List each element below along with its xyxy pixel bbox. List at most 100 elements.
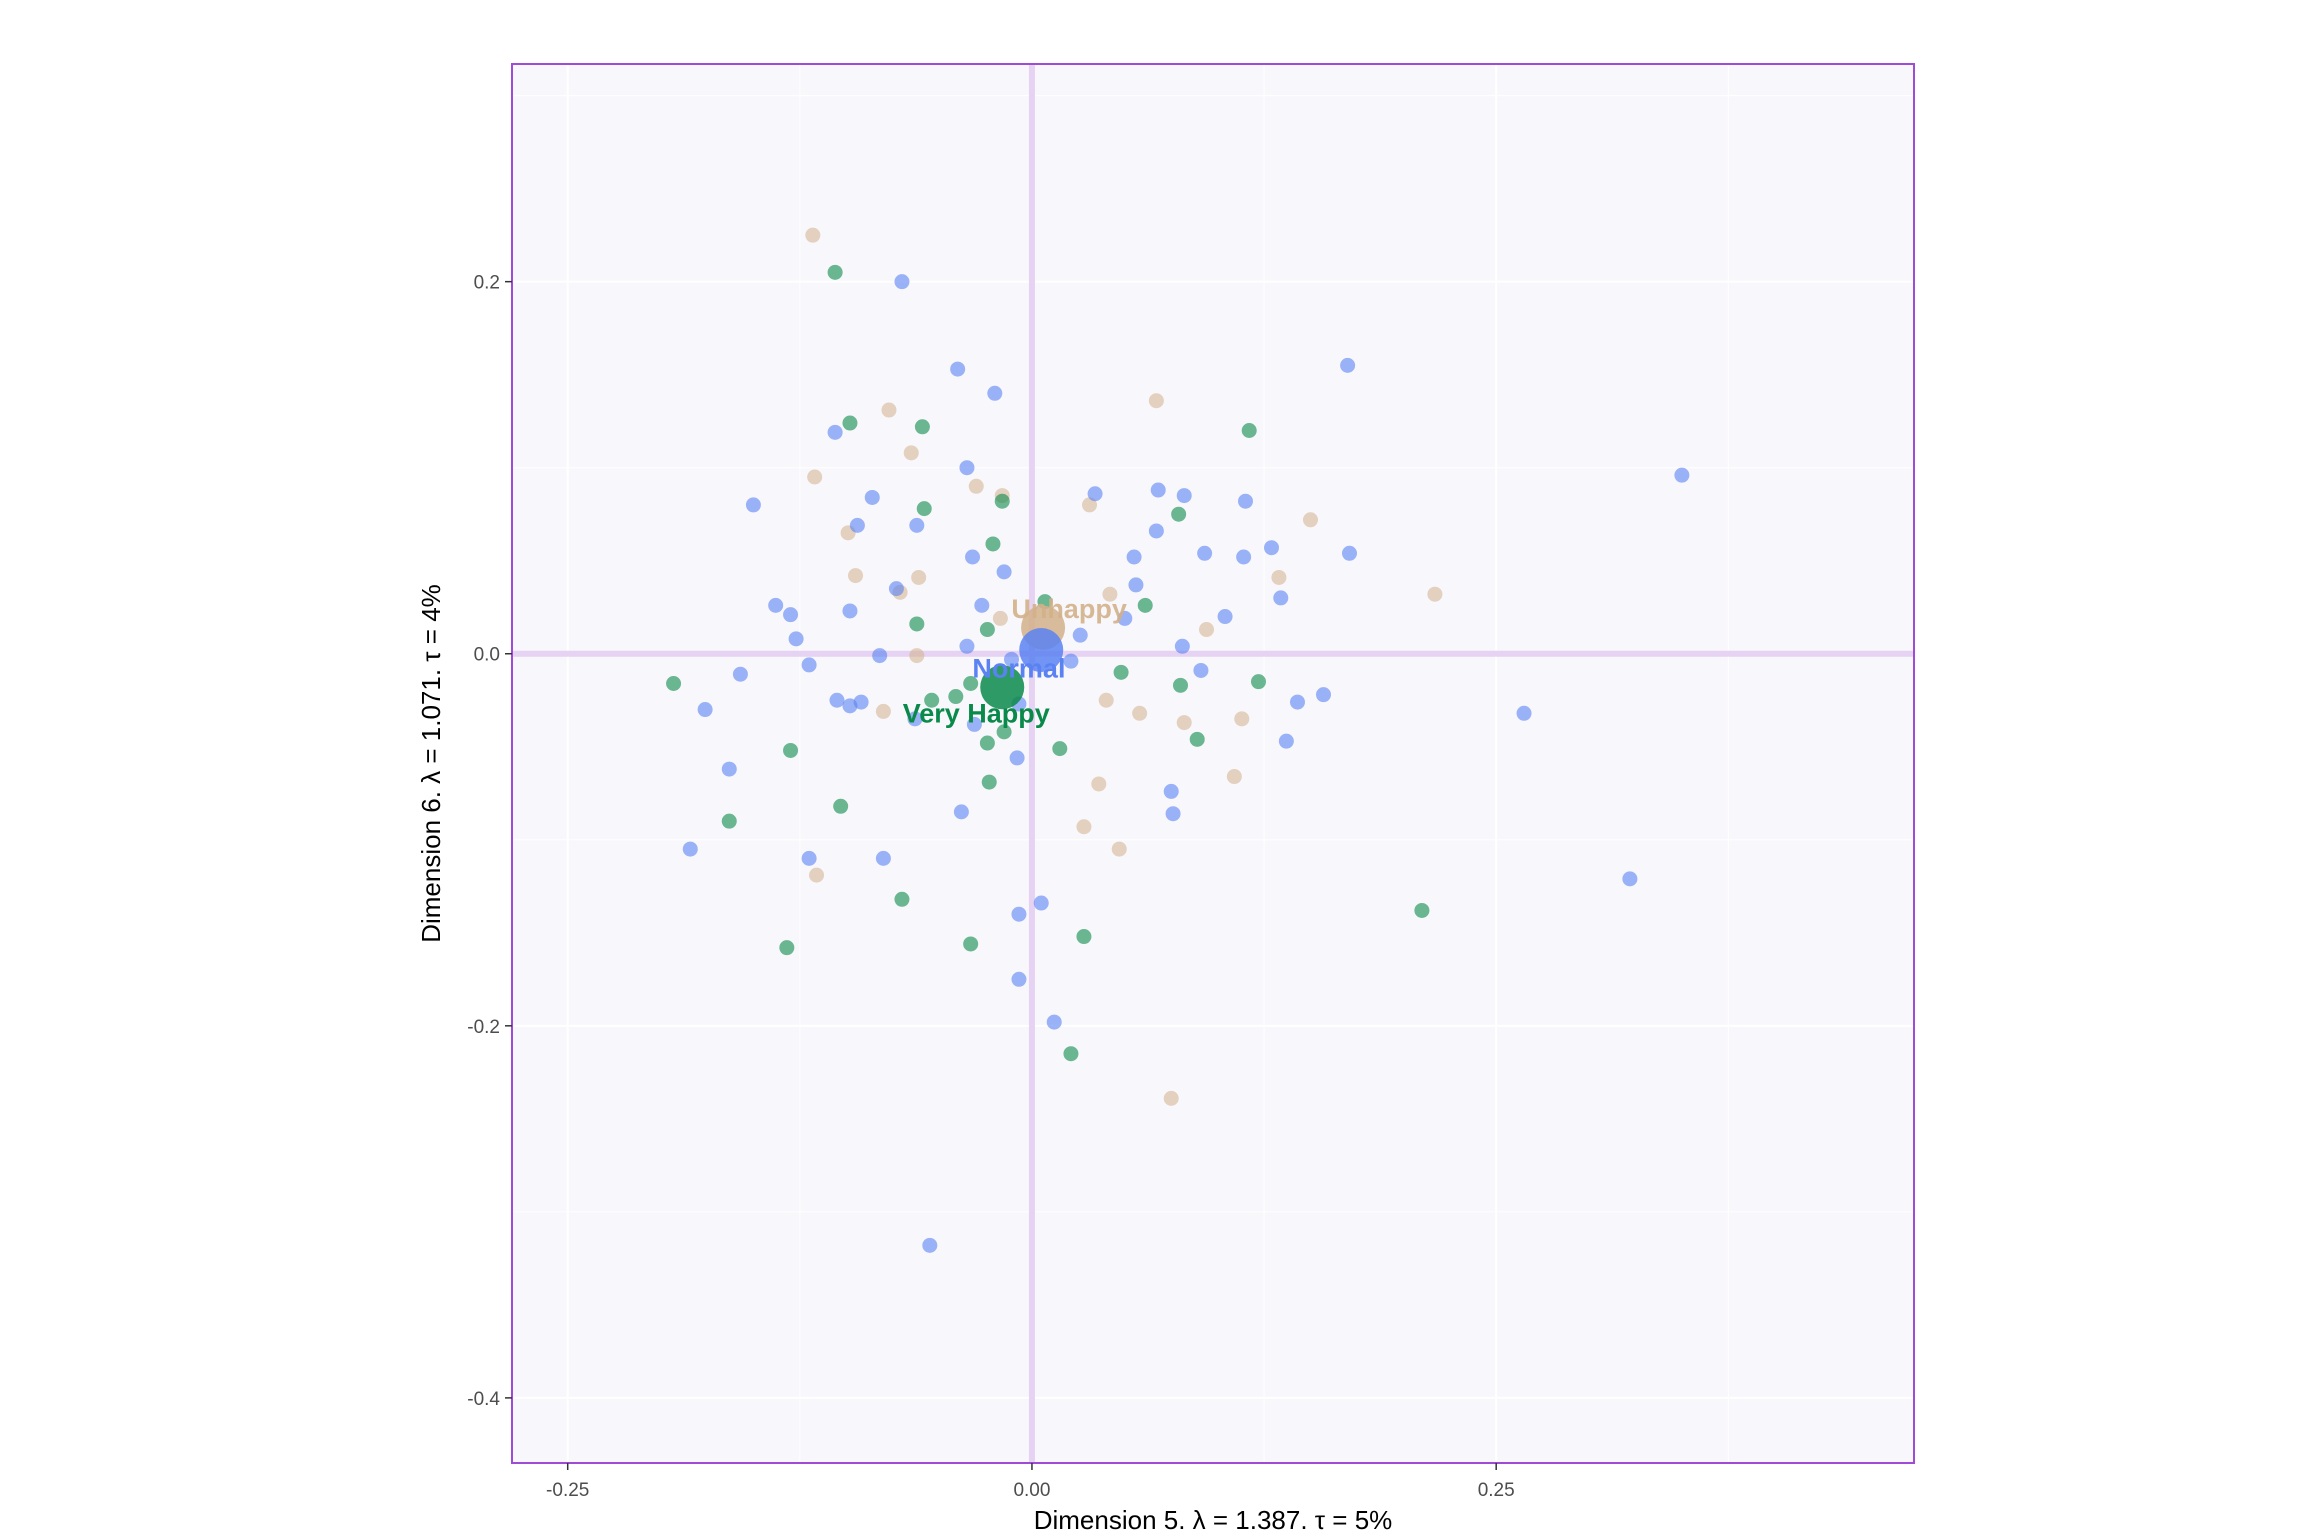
normal-point	[1236, 549, 1252, 565]
normal-point	[996, 564, 1012, 580]
normal-point	[1263, 540, 1279, 556]
unhappy-point	[1148, 393, 1164, 409]
unhappy-point	[1302, 512, 1318, 528]
unhappy-point	[1102, 586, 1118, 602]
group-centroids	[980, 605, 1066, 710]
y-axis-ticks: 0.2 0.0 -0.2 -0.4	[467, 273, 512, 1410]
unhappy-point	[1098, 692, 1114, 708]
normal-point	[788, 631, 804, 647]
normal-point	[1072, 627, 1088, 643]
normal-point	[1340, 357, 1356, 373]
normal-point	[959, 460, 975, 476]
normal-point	[1063, 653, 1079, 669]
normal-point	[829, 692, 845, 708]
normal-point	[1193, 662, 1209, 678]
unhappy-point	[1076, 819, 1092, 835]
reference-lines	[512, 64, 1914, 1463]
normal-point	[853, 694, 869, 710]
very-happy-point	[948, 689, 964, 705]
x-tick-label: 0.00	[1013, 1480, 1050, 1501]
very-happy-point	[1171, 506, 1187, 522]
normal-point	[1148, 523, 1164, 539]
normal-point	[959, 638, 975, 654]
very-happy-point	[909, 616, 925, 632]
normal-point	[888, 581, 904, 597]
normal-point	[1289, 694, 1305, 710]
normal-point	[1174, 638, 1190, 654]
unhappy-point	[1199, 622, 1215, 638]
normal-point	[1163, 783, 1179, 799]
normal-point	[1117, 610, 1133, 626]
normal-centroid	[1019, 628, 1064, 673]
unhappy-point	[992, 610, 1008, 626]
very-happy-point	[1241, 422, 1257, 438]
unhappy-point	[805, 227, 821, 243]
normal-point	[1197, 545, 1213, 561]
very-happy-point	[1113, 664, 1129, 680]
normal-point	[682, 841, 698, 857]
normal-point	[953, 804, 969, 820]
normal-point	[1165, 806, 1181, 822]
unhappy-point	[875, 703, 891, 719]
normal-point	[1341, 545, 1357, 561]
very-happy-centroid	[980, 665, 1025, 710]
normal-point	[783, 607, 799, 623]
normal-point	[721, 761, 737, 777]
normal-point	[1176, 488, 1192, 504]
unhappy-point	[1082, 497, 1098, 513]
normal-point	[1126, 549, 1142, 565]
very-happy-point	[963, 676, 979, 692]
normal-point	[894, 274, 910, 290]
x-axis-ticks: -0.25 0.00 0.25	[546, 1463, 1515, 1501]
unhappy-point	[1427, 586, 1443, 602]
y-tick-label: -0.4	[467, 1389, 500, 1410]
very-happy-point	[1414, 902, 1430, 918]
unhappy-point	[1271, 569, 1287, 585]
very-happy-point	[1076, 929, 1092, 945]
normal-point	[745, 497, 761, 513]
very-happy-point	[783, 742, 799, 758]
y-tick-label: -0.2	[467, 1017, 500, 1038]
unhappy-point	[903, 445, 919, 461]
very-happy-point	[914, 419, 930, 435]
unhappy-point	[909, 648, 925, 664]
very-happy-point	[842, 415, 858, 431]
unhappy-label: Unhappy	[1011, 594, 1127, 624]
very-happy-point	[1250, 674, 1266, 690]
normal-point	[1315, 687, 1331, 703]
very-happy-label: Very Happy	[903, 698, 1050, 728]
x-axis-title: Dimension 5. λ = 1.387. τ = 5%	[1034, 1505, 1393, 1535]
normal-point	[1009, 750, 1025, 766]
very-happy-point	[916, 501, 932, 517]
normal-point	[1622, 871, 1638, 887]
group-labels: Unhappy Normal Very Happy	[903, 594, 1127, 728]
normal-point	[909, 517, 925, 533]
plot-border	[511, 63, 1915, 1464]
unhappy-point	[881, 402, 897, 418]
normal-point	[1150, 482, 1166, 498]
normal-point	[965, 549, 981, 565]
very-happy-point	[924, 692, 940, 708]
normal-point	[1033, 895, 1049, 911]
normal-label: Normal	[972, 654, 1065, 684]
x-tick-label: -0.25	[546, 1480, 589, 1501]
normal-point	[732, 666, 748, 682]
normal-point	[842, 603, 858, 619]
very-happy-point	[1063, 1046, 1079, 1062]
very-happy-point	[1037, 594, 1053, 610]
unhappy-point	[1111, 841, 1127, 857]
normal-point	[1046, 1014, 1062, 1030]
normal-point	[1516, 705, 1532, 721]
unhappy-point	[968, 478, 984, 494]
unhappy-point	[1163, 1090, 1179, 1106]
very-happy-point	[1189, 731, 1205, 747]
normal-point	[907, 711, 923, 727]
normal-point	[1278, 733, 1294, 749]
normal-point	[801, 850, 817, 866]
unhappy-point	[848, 568, 864, 584]
unhappy-point	[1091, 776, 1107, 792]
very-happy-point	[894, 891, 910, 907]
y-tick-label: 0.2	[474, 273, 500, 294]
normal-point	[1128, 577, 1144, 593]
